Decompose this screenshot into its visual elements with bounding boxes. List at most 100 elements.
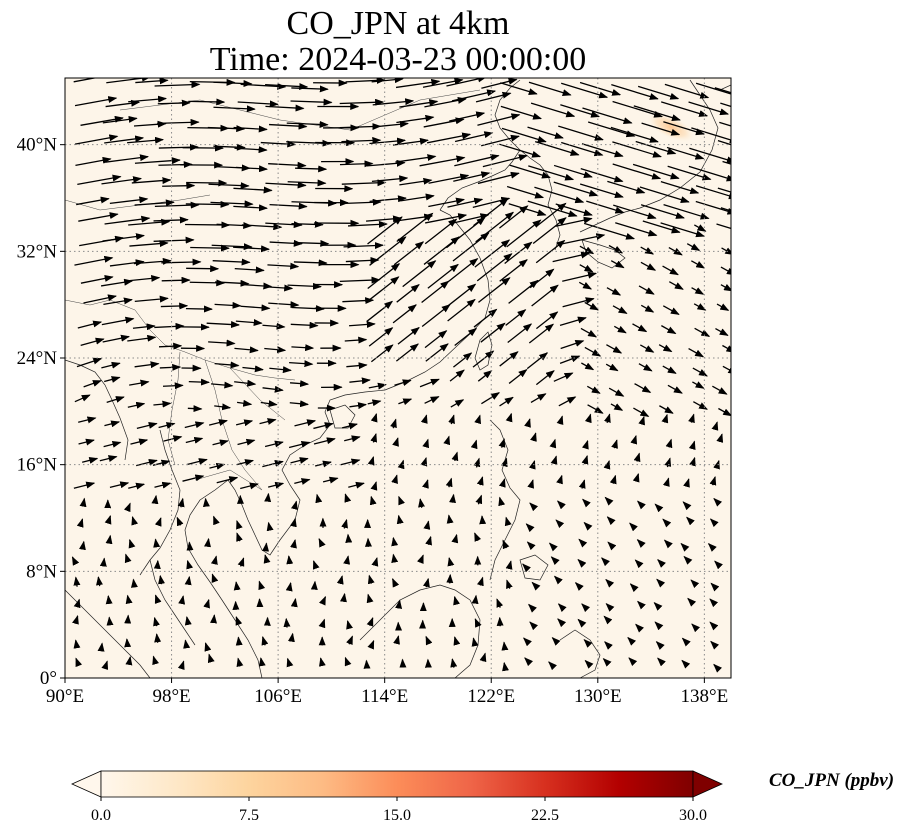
wind-arrow [367,456,375,466]
wind-arrow [152,655,160,666]
lat-tick-label: 0° [40,668,57,689]
wind-arrow [477,113,521,126]
wind-arrow [505,309,527,326]
wind-arrow [586,200,625,214]
wind-arrow [583,222,636,240]
wind-arrow [475,211,515,243]
wind-arrow [500,82,538,95]
wind-arrow [101,316,135,326]
wind-arrow [185,200,230,208]
wind-arrow [105,534,113,545]
wind-arrow [344,435,361,443]
wind-arrow [340,458,361,466]
wind-arrow [163,435,183,443]
wind-arrow [294,478,311,485]
wind-arrow [584,413,592,424]
wind-arrow [499,143,542,158]
wind-arrow [609,474,617,485]
wind-arrow [710,582,720,592]
wind-arrow [635,140,677,155]
latitude-ticks: 0° 8°N 16°N 24°N 32°N 40°N [17,135,65,689]
wind-arrow [709,476,717,486]
wind-arrow [709,621,719,631]
wind-arrow [499,205,529,229]
wind-arrow [346,620,353,630]
wind-arrow [204,642,212,652]
wind-arrow [210,555,218,565]
wind-arrow [477,171,520,185]
wind-arrow [189,279,226,287]
wind-arrow [159,363,182,371]
wind-arrow [83,294,117,304]
wind-arrow [287,632,295,643]
wind-arrow [124,638,132,648]
wind-arrow [369,236,407,266]
wind-arrow [212,439,229,447]
wind-arrow [636,539,646,548]
wind-arrow [686,243,701,251]
wind-arrow [605,602,615,612]
wind-arrow [207,125,246,133]
wind-arrow [343,242,384,250]
wind-arrow [367,263,401,290]
wind-arrow [560,340,585,350]
wind-arrow [688,413,695,424]
wind-arrow [427,263,459,289]
wind-arrow [476,476,484,486]
wind-arrow [657,657,666,667]
wind-arrow [559,233,606,246]
wind-arrow [522,563,531,573]
wind-arrow [75,657,83,668]
wind-arrow [343,555,351,565]
wind-arrow [713,663,723,673]
wind-arrow [237,100,279,108]
wind-arrow [265,181,307,189]
wind-arrow [268,301,300,309]
wind-arrow [529,268,555,289]
wind-arrow [530,393,547,403]
colorbar-body [100,770,694,798]
wind-arrow [394,379,412,387]
wind-arrow [233,245,271,253]
concentration-field [65,78,731,678]
wind-arrow [123,502,131,513]
wind-arrow [313,422,334,430]
wind-arrow [603,615,613,625]
wind-arrow [659,405,674,414]
wind-arrow [692,367,708,377]
wind-arrow [398,495,405,506]
wind-arrow [612,163,662,180]
wind-arrow [235,636,243,646]
wind-arrow [161,276,191,284]
wind-arrow [240,482,259,490]
wind-arrow [662,365,677,374]
wind-arrow [478,277,511,303]
wind-arrow [76,357,103,368]
wind-arrow [161,258,202,266]
wind-arrow [258,657,266,667]
wind-arrow [391,474,398,484]
wind-arrow [479,652,487,663]
wind-arrow [578,479,586,489]
wind-arrow [556,474,563,485]
wind-arrow [453,636,461,646]
wind-arrow [423,117,465,128]
wind-arrow [346,635,354,646]
wind-arrow [636,500,646,510]
wind-arrow [688,348,705,358]
wind-arrow [290,380,310,388]
wind-arrow [613,325,627,334]
wind-arrow [476,253,513,282]
wind-arrow [448,414,455,425]
wind-arrow [210,200,254,208]
wind-arrow [186,559,194,570]
wind-arrow [78,438,95,446]
wind-arrow [322,476,339,484]
wind-arrow [451,89,497,102]
wind-arrow [390,418,397,429]
wind-arrow [370,344,394,363]
wind-arrow [290,321,319,329]
wind-arrow [289,360,314,368]
wind-arrow [310,580,318,590]
wind-arrow [319,595,327,606]
